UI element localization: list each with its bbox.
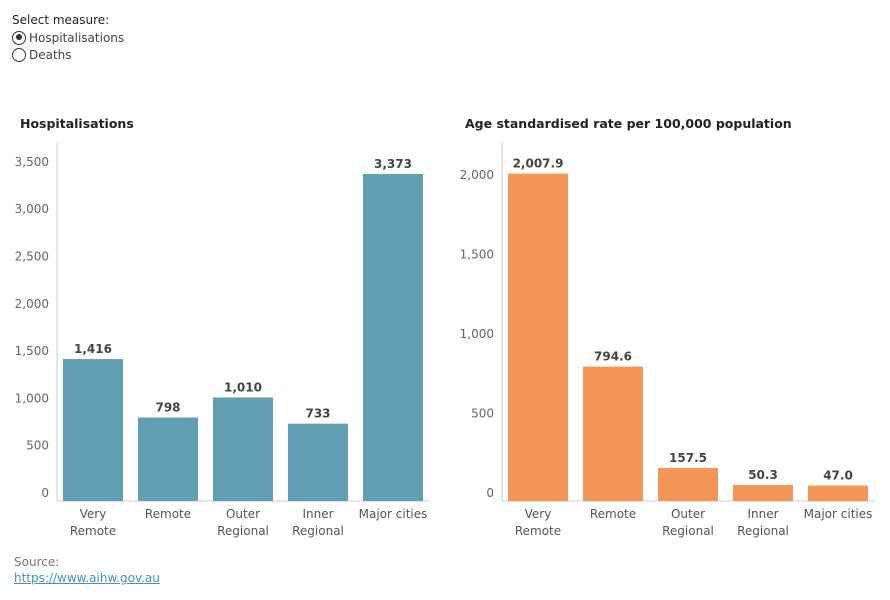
right-y-tick-label: 0 — [486, 486, 494, 500]
right-category-label: Inner — [747, 507, 778, 521]
measure-selector-title: Select measure: — [12, 13, 110, 27]
left-category-label: Very — [80, 507, 107, 521]
radio-button-icon[interactable] — [12, 47, 26, 62]
left-category-label: Major cities — [359, 507, 428, 521]
right-y-tick-label: 500 — [471, 406, 494, 420]
right-category-label: Remote — [590, 507, 636, 521]
measure-selector: Select measure: Hospitalisations Deaths — [12, 13, 124, 63]
left-category-label: Inner — [302, 507, 333, 521]
left-bar — [138, 417, 198, 501]
chart-title-left: Hospitalisations — [20, 116, 134, 131]
right-category-label: Major cities — [804, 507, 873, 521]
left-data-label: 3,373 — [374, 157, 412, 171]
right-data-label: 157.5 — [669, 451, 707, 465]
left-bar — [63, 359, 123, 501]
left-data-label: 733 — [305, 407, 330, 421]
right-data-label: 47.0 — [823, 469, 853, 483]
right-bar — [658, 467, 718, 501]
right-bar — [808, 485, 868, 501]
radio-deaths[interactable]: Deaths — [12, 46, 124, 63]
right-category-label: Outer — [671, 507, 705, 521]
left-data-label: 1,010 — [224, 380, 262, 394]
source: Source: https://www.aihw.gov.au — [14, 555, 160, 585]
radio-label: Deaths — [29, 47, 72, 62]
left-category-label: Outer — [226, 507, 260, 521]
right-bar — [583, 366, 643, 501]
right-y-tick-label: 1,000 — [460, 327, 494, 341]
left-y-tick-label: 2,500 — [15, 250, 49, 264]
right-bar — [733, 484, 793, 501]
left-category-label: Regional — [217, 524, 269, 538]
chart-title-right: Age standardised rate per 100,000 popula… — [465, 116, 792, 131]
left-data-label: 798 — [155, 401, 180, 415]
left-bar — [213, 397, 273, 501]
right-data-label: 794.6 — [594, 350, 632, 364]
source-label: Source: — [14, 555, 60, 569]
right-data-label: 50.3 — [748, 468, 778, 482]
left-data-label: 1,416 — [74, 342, 112, 356]
left-category-label: Remote — [145, 507, 191, 521]
left-y-tick-label: 1,000 — [15, 391, 49, 405]
radio-hospitalisations[interactable]: Hospitalisations — [12, 29, 124, 46]
left-y-tick-label: 2,000 — [15, 297, 49, 311]
radio-button-icon[interactable] — [12, 30, 26, 45]
right-y-tick-label: 1,500 — [460, 247, 494, 261]
left-y-tick-label: 0 — [41, 486, 49, 500]
left-bar — [363, 173, 423, 501]
source-link[interactable]: https://www.aihw.gov.au — [14, 571, 160, 585]
right-y-tick-label: 2,000 — [460, 168, 494, 182]
left-y-tick-label: 3,000 — [15, 202, 49, 216]
radio-label: Hospitalisations — [29, 30, 125, 45]
right-data-label: 2,007.9 — [513, 157, 564, 171]
right-category-label: Remote — [515, 524, 561, 538]
left-category-label: Remote — [70, 524, 116, 538]
left-y-tick-label: 500 — [26, 439, 49, 453]
right-bar — [508, 173, 568, 501]
right-category-label: Regional — [662, 524, 714, 538]
right-category-label: Very — [525, 507, 552, 521]
left-category-label: Regional — [292, 524, 344, 538]
left-bar — [288, 423, 348, 501]
right-category-label: Regional — [737, 524, 789, 538]
left-y-tick-label: 3,500 — [15, 155, 49, 169]
left-y-tick-label: 1,500 — [15, 344, 49, 358]
